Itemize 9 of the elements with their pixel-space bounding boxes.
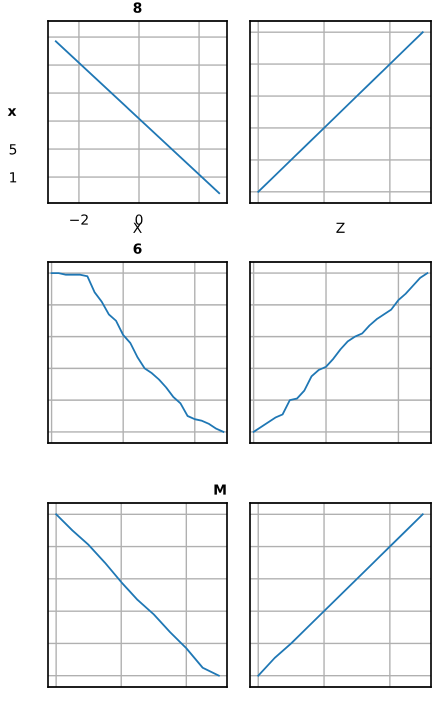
- x-tick-label: −2: [70, 214, 88, 225]
- x-tick-label: 0: [136, 214, 142, 225]
- chart-title: M: [214, 484, 226, 495]
- y-tick-label: 5: [10, 144, 16, 155]
- y-tick-label: 1: [10, 172, 16, 182]
- chart-title: 8: [134, 2, 142, 13]
- x-axis-title: Z: [336, 222, 345, 233]
- chart-title: 6: [134, 243, 142, 254]
- y-axis-title: x: [8, 108, 16, 116]
